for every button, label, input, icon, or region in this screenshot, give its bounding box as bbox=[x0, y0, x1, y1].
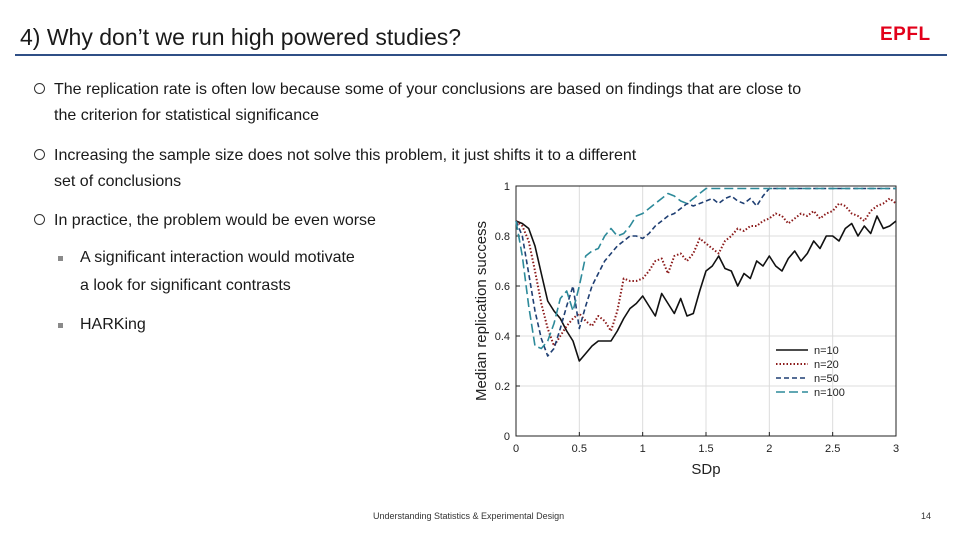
y-tick-label: 0 bbox=[504, 431, 510, 443]
x-tick-label: 2 bbox=[766, 443, 772, 455]
x-axis-label: SDp bbox=[691, 461, 720, 478]
circle-bullet-icon bbox=[34, 149, 45, 160]
x-axis-ticks: 0 0.5 1 1.5 2 2.5 3 bbox=[513, 432, 899, 455]
y-tick-label: 0.8 bbox=[495, 231, 510, 243]
x-tick-label: 1 bbox=[640, 443, 646, 455]
x-tick-label: 2.5 bbox=[825, 443, 840, 455]
bullet-3-line-1: In practice, the problem would be even w… bbox=[54, 212, 376, 229]
y-tick-label: 0.2 bbox=[495, 381, 510, 393]
series-line-n-100 bbox=[515, 187, 896, 350]
slide-title: 4) Why don’t we run high powered studies… bbox=[20, 24, 462, 50]
series-lines bbox=[515, 187, 897, 362]
sub-bullet-2-line-1: HARKing bbox=[80, 316, 146, 333]
square-bullet-icon bbox=[58, 256, 63, 261]
circle-bullet-icon bbox=[34, 83, 45, 94]
bullet-1-line-1: The replication rate is often low becaus… bbox=[54, 81, 802, 98]
y-tick-label: 0.6 bbox=[495, 281, 510, 293]
y-axis-ticks: 0 0.2 0.4 0.6 0.8 1 bbox=[495, 181, 520, 443]
y-axis-label: Median replication success bbox=[473, 221, 490, 401]
legend-label: n=50 bbox=[814, 373, 839, 385]
legend-label: n=100 bbox=[814, 387, 845, 399]
epfl-logo: EPFL bbox=[880, 24, 931, 45]
bullet-1-line-2: the criterion for statistical significan… bbox=[54, 107, 319, 124]
series-line-n-10 bbox=[515, 215, 897, 362]
epfl-logo-text: EPFL bbox=[880, 24, 931, 45]
x-tick-label: 0.5 bbox=[572, 443, 587, 455]
y-tick-label: 0.4 bbox=[495, 331, 510, 343]
sub-bullet-1-line-2: a look for significant contrasts bbox=[80, 277, 291, 294]
sub-bullet-1-line-1: A significant interaction would motivate bbox=[80, 249, 355, 266]
x-tick-label: 3 bbox=[893, 443, 899, 455]
bullet-2-line-2: set of conclusions bbox=[54, 173, 182, 190]
title-rule bbox=[15, 54, 947, 56]
footer-text: Understanding Statistics & Experimental … bbox=[373, 511, 565, 521]
chart-legend: n=10 n=20 n=50 n=100 bbox=[776, 345, 845, 399]
x-tick-label: 0 bbox=[513, 443, 519, 455]
x-tick-label: 1.5 bbox=[698, 443, 713, 455]
page-number: 14 bbox=[921, 511, 932, 521]
legend-label: n=10 bbox=[814, 345, 839, 357]
circle-bullet-icon bbox=[34, 214, 45, 225]
legend-label: n=20 bbox=[814, 359, 839, 371]
bullet-2-line-1: Increasing the sample size does not solv… bbox=[54, 147, 637, 164]
y-tick-label: 1 bbox=[504, 181, 510, 193]
square-bullet-icon bbox=[58, 323, 63, 328]
replication-chart: 0 0.5 1 1.5 2 2.5 3 0 0.2 0.4 0.6 0.8 1 SDp Median … bbox=[473, 181, 899, 478]
